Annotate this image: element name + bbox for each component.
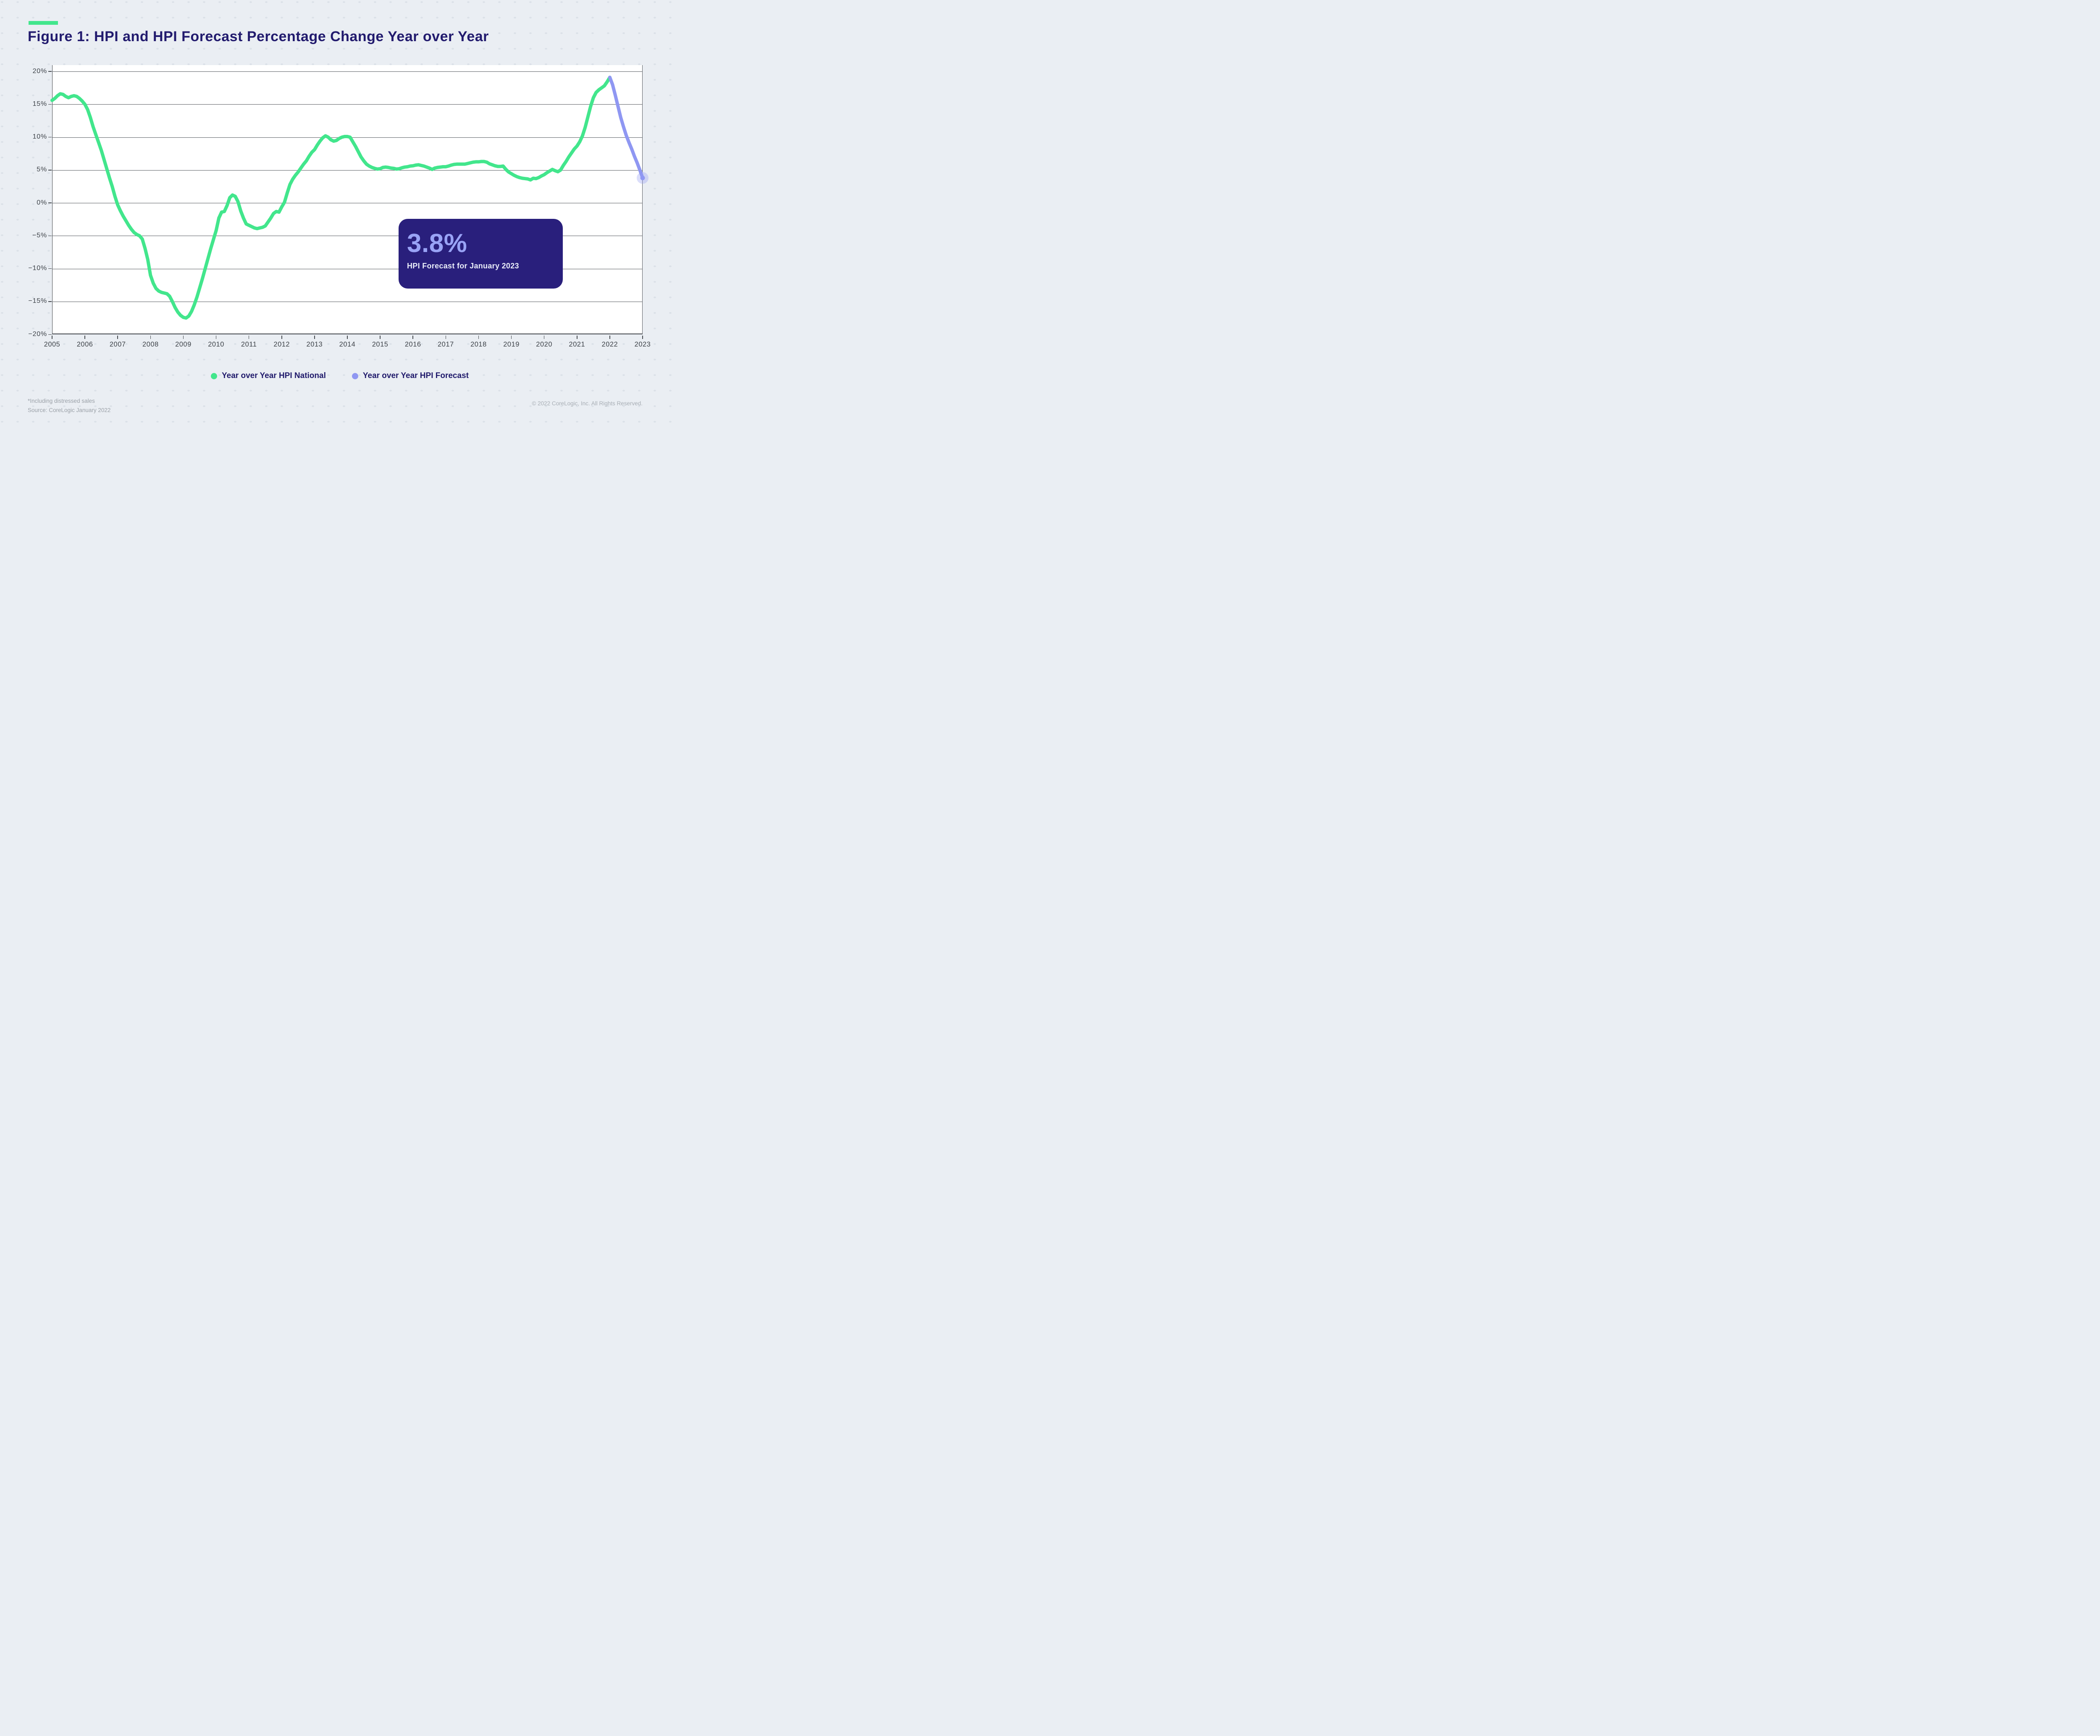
x-axis-tick [215, 335, 217, 339]
x-axis-label: 2007 [109, 341, 126, 348]
y-axis-tick [48, 268, 52, 269]
y-axis-tick [48, 202, 52, 203]
x-axis-tick [478, 335, 479, 339]
x-axis-label: 2019 [503, 341, 520, 348]
x-axis-tick [117, 335, 118, 339]
gridline [52, 104, 642, 105]
y-axis-tick [48, 170, 52, 171]
x-axis-label: 2005 [44, 341, 60, 348]
y-axis-label: 5% [37, 166, 47, 173]
x-axis-label: 2018 [470, 341, 487, 348]
x-axis-tick [183, 335, 184, 339]
y-axis-tick [48, 334, 52, 335]
x-axis-label: 2020 [536, 341, 553, 348]
x-axis-tick [642, 335, 643, 339]
y-axis-label: 20% [32, 67, 47, 75]
x-axis-label: 2014 [339, 341, 356, 348]
forecast-callout-label: HPI Forecast for January 2023 [407, 262, 519, 270]
x-axis-label: 2008 [142, 341, 159, 348]
x-axis-tick [543, 335, 545, 339]
x-axis-label: 2010 [208, 341, 224, 348]
legend-label-forecast: Year over Year HPI Forecast [362, 371, 469, 380]
title-accent-bar [29, 21, 58, 25]
y-axis-label: −20% [28, 330, 47, 338]
x-axis-label: 2022 [601, 341, 618, 348]
footnote-line-2: Source: CoreLogic January 2022 [28, 407, 111, 413]
legend: Year over Year HPI National Year over Ye… [0, 371, 680, 381]
x-axis-label: 2013 [306, 341, 323, 348]
x-axis-tick [609, 335, 610, 339]
y-axis-label: −15% [28, 297, 47, 305]
x-axis-tick [380, 335, 381, 339]
y-axis-label: −10% [28, 265, 47, 272]
footnote-line-1: *Including distressed sales [28, 398, 95, 404]
national-series-dot-icon [211, 373, 218, 379]
plot-area [52, 65, 643, 334]
y-axis-label: 10% [32, 133, 47, 141]
source-note: *Including distressed sales Source: Core… [28, 397, 110, 415]
x-axis-tick [511, 335, 512, 339]
gridline [52, 71, 642, 72]
forecast-series-dot-icon [352, 373, 358, 379]
y-axis-tick [48, 137, 52, 138]
x-axis-label: 2011 [241, 341, 257, 348]
legend-label-national: Year over Year HPI National [222, 371, 326, 380]
y-axis-label: 15% [32, 100, 47, 108]
forecast-callout-value: 3.8% [407, 229, 467, 258]
x-axis-tick [84, 335, 85, 339]
x-axis-tick [281, 335, 282, 339]
gridline [52, 170, 642, 171]
legend-item-forecast: Year over Year HPI Forecast [352, 371, 469, 381]
y-axis-tick [48, 71, 52, 72]
x-axis-label: 2021 [569, 341, 585, 348]
x-axis-label: 2012 [273, 341, 290, 348]
x-axis-tick [347, 335, 348, 339]
y-axis-tick [48, 104, 52, 105]
copyright-text: © 2022 CoreLogic, Inc. All Rights Reserv… [532, 400, 643, 407]
y-axis-label: −5% [32, 231, 47, 239]
x-axis-label: 2016 [404, 341, 421, 348]
x-axis-tick [412, 335, 413, 339]
x-axis-label: 2017 [437, 341, 454, 348]
x-axis-label: 2006 [76, 341, 93, 348]
page-title: Figure 1: HPI and HPI Forecast Percentag… [28, 29, 489, 45]
legend-item-national: Year over Year HPI National [211, 371, 326, 381]
y-axis-label: 0% [37, 199, 47, 206]
x-axis-label: 2015 [372, 341, 388, 348]
y-axis-tick [48, 301, 52, 302]
x-axis-label: 2009 [175, 341, 192, 348]
x-axis-tick [577, 335, 578, 339]
gridline [52, 137, 642, 138]
x-axis-label: 2023 [634, 341, 651, 348]
forecast-callout: 3.8% HPI Forecast for January 2023 [399, 219, 563, 289]
x-axis-tick [150, 335, 151, 339]
x-axis-tick [314, 335, 315, 339]
